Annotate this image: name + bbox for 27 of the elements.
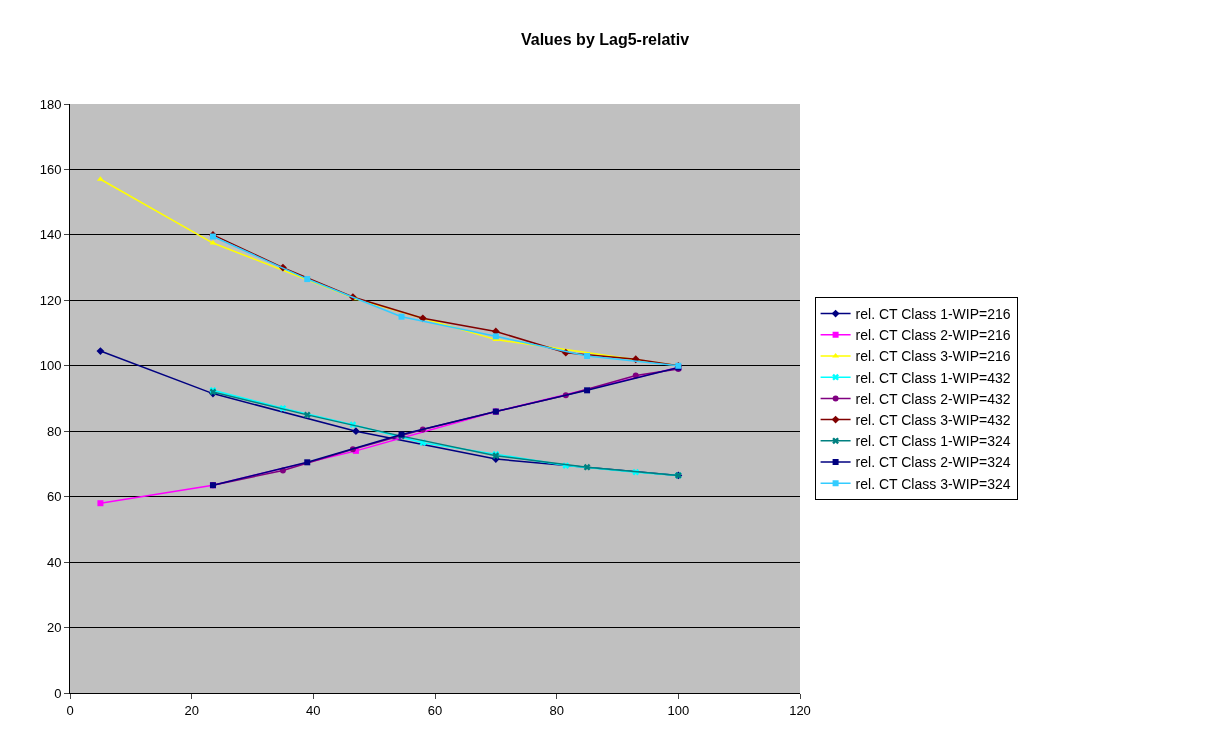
legend-label: rel. CT Class 3-WIP=216 — [855, 348, 1011, 365]
chart-title: Values by Lag5-relativ — [520, 30, 690, 48]
y-tick-label: 0 — [54, 685, 62, 701]
legend-label: rel. CT Class 2-WIP=216 — [855, 327, 1011, 344]
legend-label: rel. CT Class 2-WIP=324 — [855, 454, 1011, 471]
y-tick-label: 160 — [39, 161, 62, 177]
legend-label: rel. CT Class 1-WIP=432 — [855, 369, 1011, 386]
y-tick-label: 20 — [46, 620, 62, 636]
y-tick-label: 80 — [46, 423, 62, 439]
x-tick-label: 20 — [184, 702, 199, 718]
y-tick-label: 180 — [39, 96, 62, 112]
y-tick-label: 100 — [39, 358, 62, 374]
y-tick-label: 140 — [39, 227, 62, 243]
legend-label: rel. CT Class 2-WIP=432 — [855, 390, 1011, 407]
x-tick-label: 40 — [306, 702, 321, 718]
x-tick-label: 0 — [66, 702, 74, 718]
legend-label: rel. CT Class 1-WIP=324 — [855, 433, 1011, 450]
y-tick-label: 60 — [46, 489, 62, 505]
y-tick-label: 40 — [46, 554, 62, 570]
y-tick-label: 120 — [39, 292, 62, 308]
x-tick-label: 120 — [789, 702, 811, 718]
x-tick-label: 100 — [667, 702, 690, 718]
legend-label: rel. CT Class 1-WIP=216 — [855, 306, 1011, 323]
legend-label: rel. CT Class 3-WIP=324 — [855, 475, 1011, 492]
x-tick-label: 80 — [549, 702, 564, 718]
x-tick-label: 60 — [427, 702, 443, 718]
legend-label: rel. CT Class 3-WIP=432 — [855, 412, 1011, 429]
